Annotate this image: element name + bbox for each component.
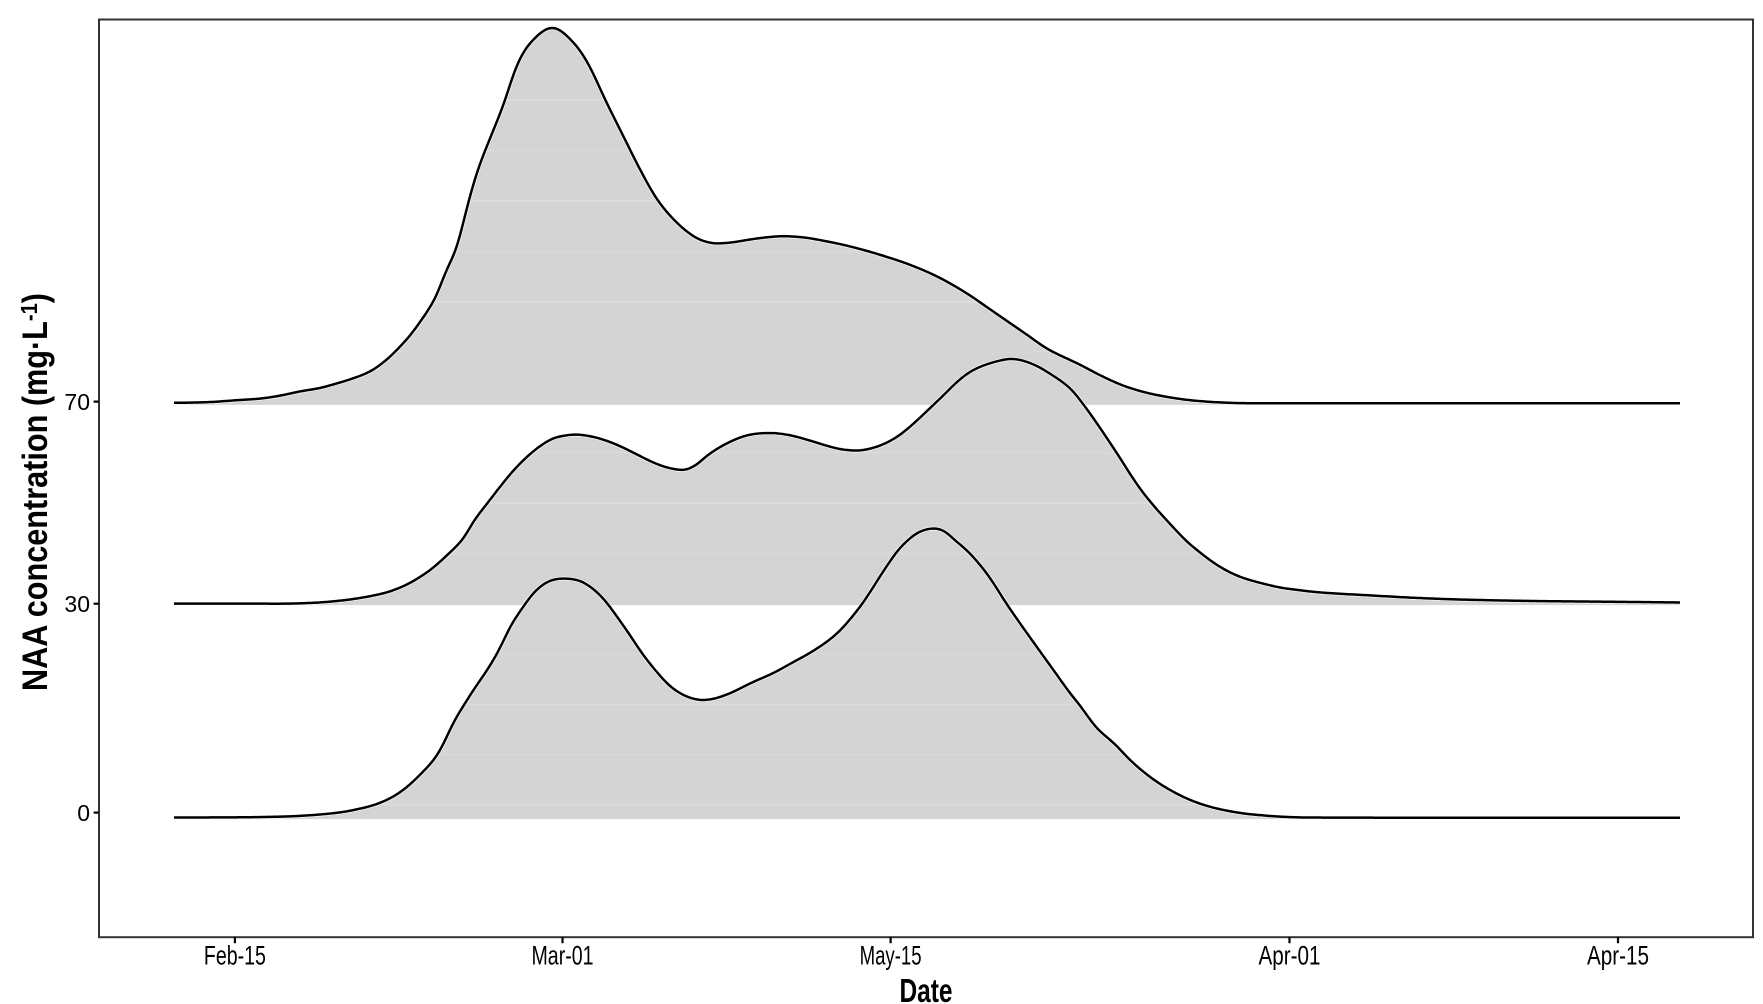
svg-text:30: 30 (64, 591, 90, 617)
svg-text:70: 70 (64, 389, 90, 415)
svg-text:0: 0 (77, 800, 90, 826)
svg-text:Apr-01: Apr-01 (1259, 941, 1321, 971)
svg-text:Apr-15: Apr-15 (1587, 941, 1649, 971)
svg-text:May-15: May-15 (860, 941, 922, 971)
svg-text:Mar-01: Mar-01 (532, 941, 594, 971)
svg-text:Feb-15: Feb-15 (204, 941, 266, 971)
svg-text:Date: Date (900, 972, 953, 1004)
svg-text:NAA concentration (mg·L-1): NAA concentration (mg·L-1) (16, 293, 55, 691)
